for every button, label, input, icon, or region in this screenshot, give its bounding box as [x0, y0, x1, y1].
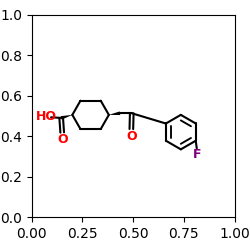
- Text: O: O: [57, 133, 68, 146]
- Text: HO: HO: [36, 110, 56, 124]
- Polygon shape: [61, 115, 72, 120]
- Text: O: O: [126, 130, 137, 143]
- Text: F: F: [193, 148, 202, 161]
- Polygon shape: [109, 112, 120, 115]
